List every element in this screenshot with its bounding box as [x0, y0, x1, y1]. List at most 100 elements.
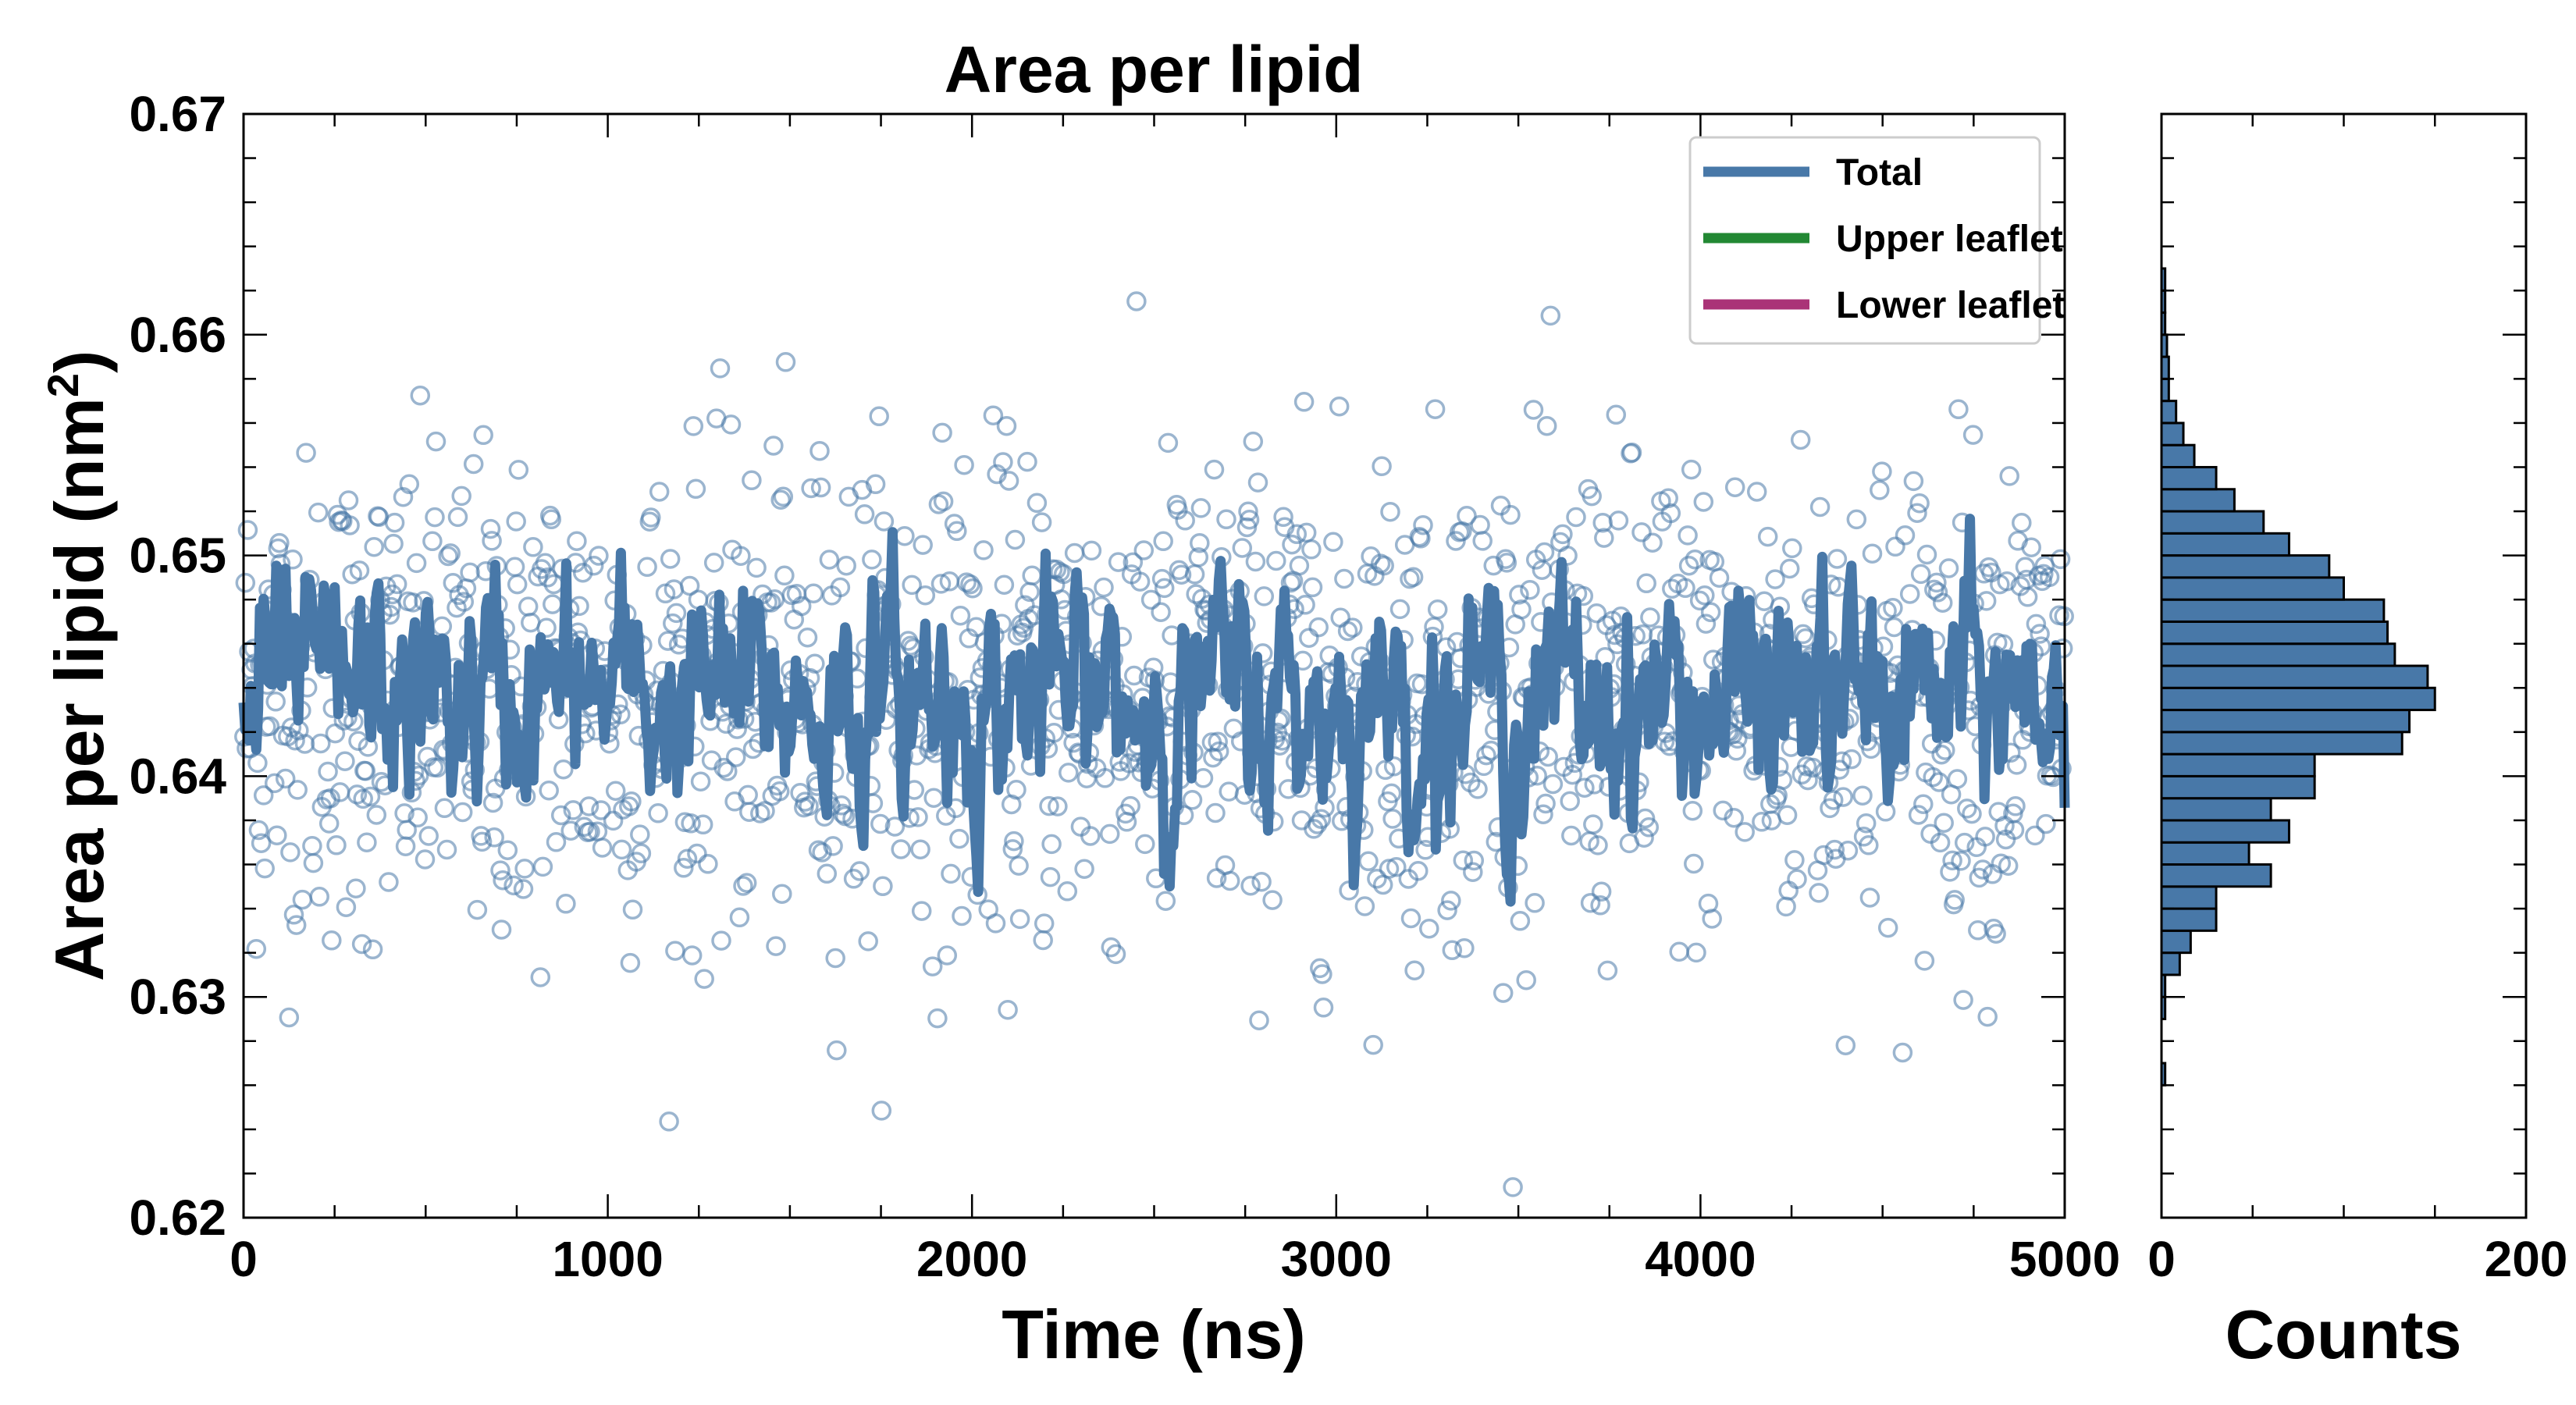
scatter-point [1776, 896, 1796, 917]
scatter-point [805, 653, 825, 674]
scatter-point [471, 831, 493, 852]
scatter-point [536, 617, 557, 638]
scatter-point [336, 897, 357, 917]
scatter-point [1343, 617, 1363, 638]
scatter-point [746, 557, 767, 578]
scatter-point [283, 550, 303, 570]
scatter-point [1583, 814, 1603, 834]
scatter-point [1509, 585, 1529, 605]
scatter-point [417, 746, 438, 767]
histogram-bar [2160, 642, 2396, 667]
scatter-point [467, 899, 488, 920]
scatter-point [895, 525, 915, 546]
scatter-point [1291, 810, 1312, 831]
scatter-point [246, 938, 267, 959]
scatter-point [1232, 538, 1253, 558]
scatter-point [1446, 531, 1466, 551]
scatter-point [773, 486, 794, 507]
scatter-point [720, 414, 742, 435]
scatter-point [438, 546, 458, 567]
scatter-point [1219, 870, 1240, 891]
scatter-point [1249, 1010, 1269, 1030]
scatter-point [1442, 940, 1463, 961]
y-tick-label: 0.67 [129, 86, 226, 142]
scatter-point [1511, 599, 1532, 620]
scatter-point [279, 1007, 300, 1028]
scatter-point [679, 575, 700, 596]
scatter-point [406, 553, 427, 574]
scatter-point [1658, 488, 1678, 509]
scatter-point [1457, 506, 1477, 526]
scatter-point [622, 899, 643, 920]
histogram-bar [2160, 465, 2218, 491]
scatter-point [1678, 555, 1699, 576]
histogram-bar [2160, 488, 2236, 513]
scatter-point [253, 785, 274, 806]
scatter-point [1689, 590, 1710, 611]
scatter-point [858, 931, 878, 951]
histogram-bar [2160, 709, 2411, 734]
scatter-point [1059, 763, 1079, 783]
scatter-point [395, 836, 416, 856]
scatter-point [237, 520, 258, 540]
scatter-point [1039, 795, 1059, 816]
scatter-point [2015, 557, 2036, 578]
scatter-point [998, 471, 1019, 491]
scatter-point [1510, 911, 1531, 931]
histogram-x-axis-label: Counts [2225, 1296, 2461, 1373]
scatter-point [1154, 578, 1175, 599]
scatter-point [1293, 392, 1315, 412]
scatter-point [1094, 768, 1115, 788]
scatter-point [1852, 785, 1873, 806]
scatter-point [1158, 432, 1179, 454]
scatter-point [775, 352, 796, 372]
scatter-point [1033, 930, 1053, 951]
scatter-point [674, 858, 694, 878]
scatter-point [1685, 549, 1706, 570]
scatter-point [1977, 1006, 1998, 1027]
histogram-bar [2160, 576, 2345, 601]
scatter-point [1856, 813, 1877, 834]
scatter-point [1535, 793, 1556, 814]
scatter-point [791, 596, 812, 617]
scatter-point [1594, 528, 1614, 548]
histogram-bar [2160, 620, 2389, 646]
scatter-point [1669, 941, 1689, 962]
scatter-point [1002, 839, 1023, 859]
scatter-point [950, 605, 971, 626]
scatter-point [1463, 862, 1483, 882]
scatter-point [1031, 512, 1052, 532]
scatter-point [2039, 567, 2060, 588]
scatter-point [1582, 486, 1602, 507]
scatter-point [2025, 825, 2045, 846]
main-plot-frame [242, 112, 2066, 1219]
histogram-x-tick-label: 0 [2147, 1231, 2176, 1287]
scatter-point [415, 849, 436, 870]
scatter-point [1009, 855, 1029, 876]
scatter-point [949, 828, 970, 849]
scatter-point [1757, 526, 1778, 547]
scatter-point [473, 425, 493, 446]
histogram-plot: 0 200 Counts [2147, 112, 2567, 1373]
scatter-point [1238, 501, 1258, 522]
scatter-point [736, 873, 757, 893]
scatter-point [725, 747, 746, 767]
scatter-point [1640, 607, 1660, 628]
scatter-point [308, 502, 329, 523]
scatter-point [1883, 598, 1903, 618]
scatter-point [692, 814, 713, 835]
scatter-point [2017, 587, 2038, 607]
scatter-point [1910, 564, 1931, 585]
scatter-point [1523, 400, 1544, 420]
scatter-point [482, 531, 502, 551]
scatter-point [947, 521, 967, 542]
histogram-frame [2160, 112, 2528, 1219]
scatter-point [1962, 803, 1982, 824]
scatter-point [269, 532, 290, 553]
scatter-point [1703, 649, 1724, 670]
scatter-point [1907, 503, 1927, 523]
scatter-point [996, 415, 1017, 436]
scatter-point [1441, 891, 1461, 911]
